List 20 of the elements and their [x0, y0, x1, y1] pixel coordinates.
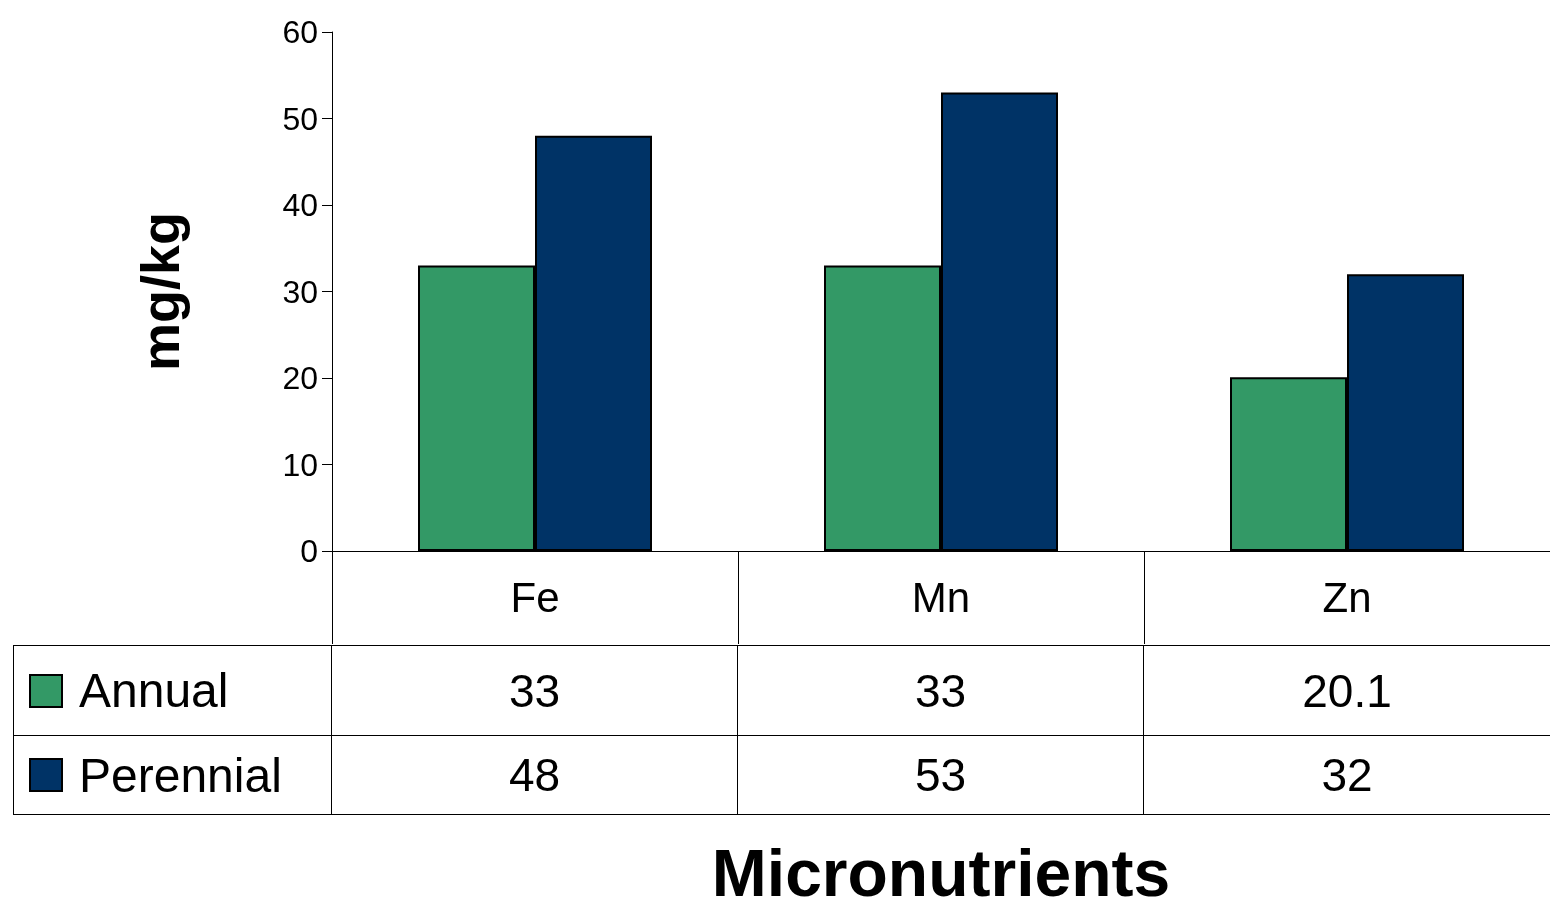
x-tick-label: Zn: [1322, 573, 1372, 621]
y-tick-label: 40: [282, 187, 318, 223]
data-label: 53: [738, 736, 1144, 814]
legend-label: Annual: [79, 663, 229, 718]
data-label: 20.1: [1301, 663, 1393, 719]
y-axis-title: mg/kg: [130, 211, 190, 372]
legend-label: Perennial: [79, 747, 282, 803]
x-tick-label: Mn: [911, 573, 971, 621]
x-tick-label: Fe: [510, 573, 560, 621]
y-tick-label: 30: [282, 273, 318, 310]
data-label: 32: [1320, 748, 1374, 803]
y-tick-label: 60: [282, 14, 318, 50]
y-tick-label: 20: [282, 360, 318, 396]
y-tick-label: 0: [300, 533, 318, 569]
y-tick-label: 10: [282, 446, 318, 483]
data-label: 48: [332, 736, 738, 814]
data-label: 33: [738, 646, 1144, 735]
x-axis-title: Micronutrients: [710, 835, 1172, 902]
data-label: 33: [332, 646, 738, 735]
y-tick-label: 50: [282, 100, 318, 137]
